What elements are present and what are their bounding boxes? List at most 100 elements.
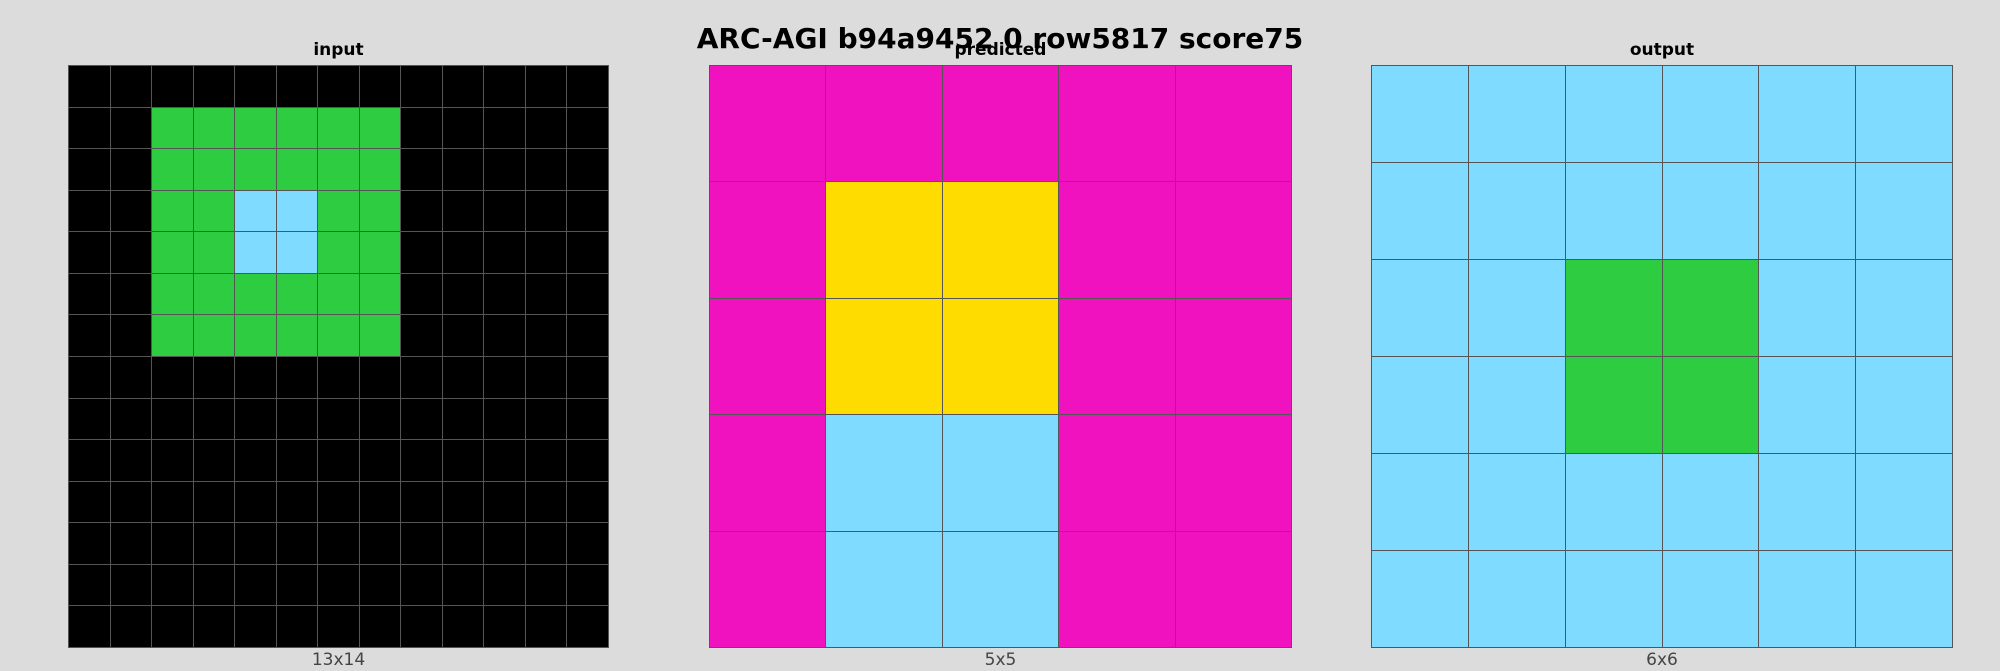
input-cell: [318, 606, 359, 647]
output-cell: [1372, 163, 1468, 259]
output-cell: [1662, 454, 1759, 550]
input-cell: [318, 66, 359, 107]
input-cell: [110, 107, 152, 149]
input-cell: [484, 149, 525, 190]
input-panel-title: input: [313, 40, 364, 60]
input-cell: [401, 440, 442, 481]
predicted-cell: [1175, 531, 1291, 647]
input-cell: [442, 273, 484, 315]
input-cell: [401, 149, 442, 190]
input-cell: [484, 107, 525, 149]
input-cell: [193, 523, 235, 564]
input-cell: [235, 357, 276, 398]
input-cell: [235, 232, 276, 273]
input-cell: [525, 481, 567, 523]
input-cell: [235, 66, 276, 107]
input-cell: [69, 398, 110, 440]
input-cell: [193, 107, 235, 149]
output-cell: [1565, 454, 1662, 550]
input-cell: [525, 107, 567, 149]
input-cell: [318, 273, 359, 315]
input-cell: [235, 606, 276, 647]
input-cell: [152, 232, 193, 273]
input-cell: [193, 481, 235, 523]
predicted-cell: [826, 66, 942, 182]
input-cell: [152, 149, 193, 190]
predicted-cell: [710, 298, 826, 415]
input-cell: [484, 232, 525, 273]
input-cell: [235, 481, 276, 523]
predicted-cell: [710, 415, 826, 531]
input-cell: [567, 481, 608, 523]
input-cell: [193, 315, 235, 356]
input-cell: [318, 564, 359, 606]
input-grid: [68, 65, 609, 648]
input-cell: [152, 523, 193, 564]
predicted-size-label: 5x5: [984, 650, 1017, 670]
input-cell: [567, 273, 608, 315]
input-cell: [69, 481, 110, 523]
input-cell: [525, 66, 567, 107]
predicted-cell: [1059, 415, 1175, 531]
output-cell: [1662, 551, 1759, 647]
output-cell: [1468, 454, 1565, 550]
predicted-cell: [1175, 298, 1291, 415]
output-cell: [1468, 551, 1565, 647]
predicted-cell: [942, 415, 1059, 531]
input-cell: [567, 523, 608, 564]
input-cell: [525, 564, 567, 606]
input-cell: [276, 606, 318, 647]
input-cell: [152, 273, 193, 315]
input-cell: [193, 440, 235, 481]
input-cell: [318, 523, 359, 564]
input-cell: [359, 66, 401, 107]
input-cell: [276, 190, 318, 232]
input-cell: [69, 107, 110, 149]
input-cell: [276, 357, 318, 398]
input-cell: [525, 190, 567, 232]
input-cell: [276, 481, 318, 523]
input-cell: [318, 398, 359, 440]
input-cell: [152, 190, 193, 232]
input-cell: [567, 606, 608, 647]
input-cell: [401, 66, 442, 107]
output-cell: [1372, 454, 1468, 550]
input-cell: [442, 149, 484, 190]
output-cell: [1372, 66, 1468, 162]
input-cell: [484, 315, 525, 356]
output-cell: [1759, 163, 1856, 259]
output-cell: [1372, 357, 1468, 453]
input-cell: [69, 523, 110, 564]
input-cell: [525, 315, 567, 356]
input-cell: [110, 440, 152, 481]
output-cell: [1856, 163, 1952, 259]
input-cell: [110, 606, 152, 647]
input-cell: [359, 523, 401, 564]
input-cell: [567, 66, 608, 107]
input-cell: [276, 398, 318, 440]
input-cell: [276, 66, 318, 107]
predicted-cell: [942, 531, 1059, 647]
input-cell: [110, 190, 152, 232]
input-cell: [276, 315, 318, 356]
input-cell: [484, 481, 525, 523]
input-size-label: 13x14: [311, 650, 366, 670]
output-cell: [1662, 260, 1759, 356]
predicted-cell: [942, 182, 1059, 298]
input-cell: [235, 315, 276, 356]
input-cell: [276, 232, 318, 273]
input-cell: [318, 315, 359, 356]
output-cell: [1759, 66, 1856, 162]
input-cell: [401, 481, 442, 523]
input-cell: [401, 315, 442, 356]
input-cell: [110, 481, 152, 523]
output-cell: [1468, 66, 1565, 162]
output-cell: [1759, 454, 1856, 550]
input-cell: [401, 564, 442, 606]
input-cell: [442, 523, 484, 564]
input-cell: [69, 149, 110, 190]
input-cell: [442, 398, 484, 440]
output-cell: [1468, 357, 1565, 453]
predicted-cell: [1175, 66, 1291, 182]
input-cell: [567, 149, 608, 190]
